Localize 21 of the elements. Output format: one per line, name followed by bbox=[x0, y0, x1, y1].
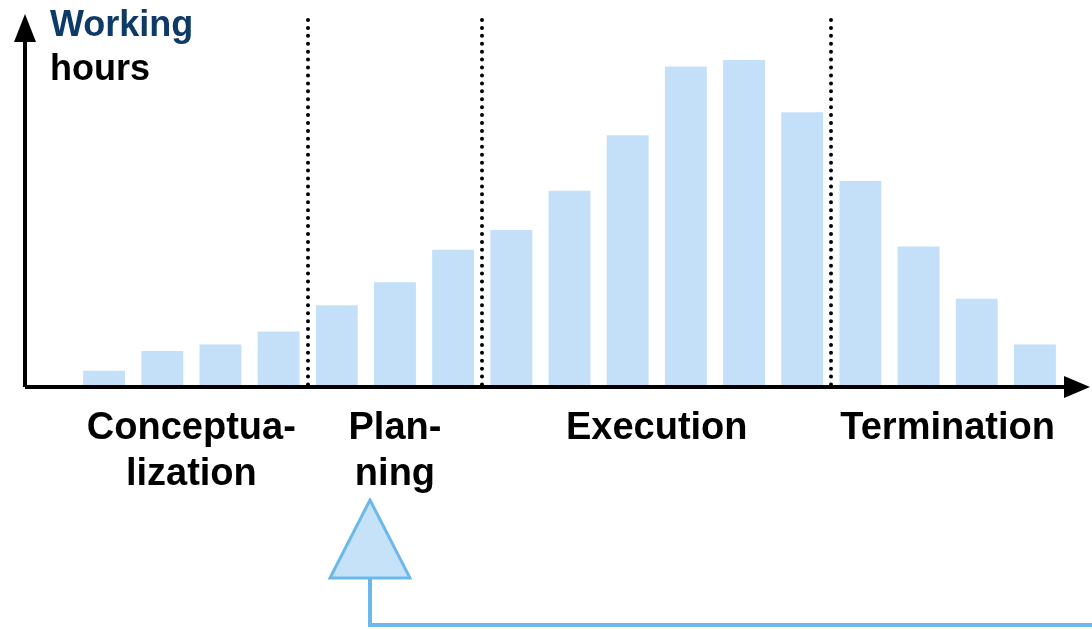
bar bbox=[548, 190, 591, 387]
y-axis-title: Working hours bbox=[50, 3, 194, 88]
bar bbox=[897, 246, 940, 387]
series-label: Plan- ning bbox=[348, 404, 442, 495]
bar bbox=[723, 60, 765, 387]
bar bbox=[432, 249, 475, 387]
series-label: Conceptua- lization bbox=[86, 404, 296, 495]
bar bbox=[839, 180, 882, 387]
bar bbox=[606, 135, 649, 387]
bar bbox=[257, 331, 300, 387]
bar bbox=[955, 298, 998, 387]
series-label: Execution bbox=[565, 404, 748, 449]
bar bbox=[315, 305, 358, 387]
bar bbox=[664, 66, 707, 387]
bar bbox=[199, 344, 242, 387]
bar bbox=[781, 112, 824, 387]
bar bbox=[1013, 344, 1056, 387]
bar bbox=[374, 282, 416, 387]
bar bbox=[141, 351, 184, 387]
series-label: Termination bbox=[840, 404, 1055, 449]
bar bbox=[490, 230, 533, 387]
